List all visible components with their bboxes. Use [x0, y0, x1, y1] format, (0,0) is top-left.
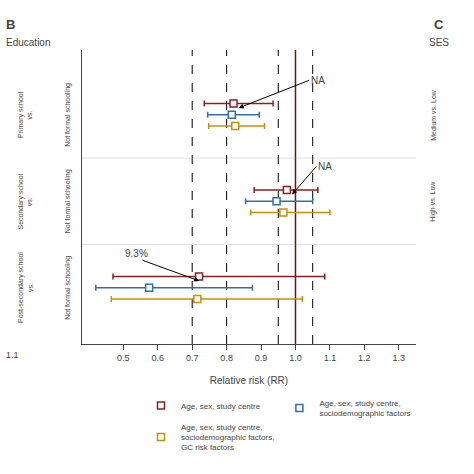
svg-text:Relative risk (RR): Relative risk (RR) [210, 375, 288, 386]
svg-text:High vs. Low: High vs. Low [429, 181, 437, 222]
svg-text:1.0: 1.0 [289, 353, 302, 363]
svg-text:Not formal schooling: Not formal schooling [64, 169, 72, 233]
svg-text:C: C [434, 17, 444, 32]
svg-text:Age, sex, study centre,sociode: Age, sex, study centre,sociodemographic … [181, 423, 274, 453]
svg-text:Not formal schooling: Not formal schooling [64, 83, 72, 147]
svg-text:Post-secondary schoolvs.: Post-secondary schoolvs. [17, 252, 33, 323]
svg-text:Secondary schoolvs.: Secondary schoolvs. [17, 173, 33, 229]
svg-text:Medium vs. Low: Medium vs. Low [430, 89, 437, 141]
svg-text:9.3%: 9.3% [125, 248, 148, 259]
svg-text:0.5: 0.5 [117, 353, 130, 363]
svg-text:0.9: 0.9 [255, 353, 268, 363]
svg-text:1.3: 1.3 [393, 353, 406, 363]
svg-text:NA: NA [318, 161, 332, 172]
svg-text:Not formal schooling: Not formal schooling [64, 256, 72, 320]
svg-text:Primary schoolvs.: Primary schoolvs. [17, 91, 33, 138]
svg-text:Education: Education [6, 37, 50, 48]
svg-text:0.6: 0.6 [151, 353, 164, 363]
svg-text:1.2: 1.2 [358, 353, 371, 363]
svg-text:SES: SES [429, 37, 449, 48]
svg-text:0.8: 0.8 [220, 353, 233, 363]
svg-text:NA: NA [311, 75, 325, 86]
svg-text:Age, sex, study centre: Age, sex, study centre [181, 402, 261, 411]
svg-text:1.1: 1.1 [6, 350, 19, 360]
svg-text:Age, sex, study centre,sociode: Age, sex, study centre,sociodemographic … [319, 399, 410, 418]
svg-text:B: B [6, 17, 15, 32]
svg-text:1.1: 1.1 [324, 353, 337, 363]
svg-text:0.7: 0.7 [186, 353, 199, 363]
